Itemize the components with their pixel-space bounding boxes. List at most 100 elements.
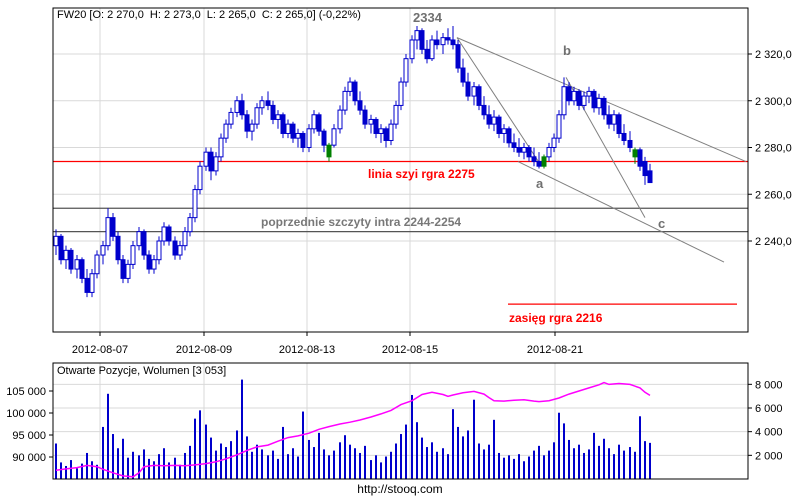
candle — [228, 111, 234, 125]
candle — [311, 114, 317, 130]
candle — [566, 86, 572, 102]
price-level-lines — [53, 160, 748, 305]
candle — [321, 130, 327, 146]
candles — [53, 25, 653, 298]
candle — [280, 114, 286, 134]
main-plot-frame — [52, 7, 749, 333]
open-interest-line — [55, 381, 651, 478]
candle — [94, 254, 100, 275]
candle — [526, 147, 532, 158]
candle — [486, 114, 492, 125]
svg-text:2012-08-15: 2012-08-15 — [382, 344, 438, 356]
svg-text:2012-08-07: 2012-08-07 — [72, 344, 128, 356]
candle — [516, 147, 522, 153]
svg-text:8 000: 8 000 — [755, 379, 783, 391]
wave-c-label: c — [658, 216, 666, 231]
candle — [203, 151, 209, 167]
wave-a-label: a — [536, 176, 544, 191]
candle — [429, 39, 435, 60]
candle — [120, 259, 126, 279]
svg-text:2012-08-13: 2012-08-13 — [279, 344, 335, 356]
candle — [455, 44, 461, 69]
gridlines — [53, 8, 748, 479]
wave-b-label: b — [563, 43, 571, 58]
candle — [393, 104, 399, 125]
candle — [58, 235, 64, 261]
candle — [637, 149, 643, 167]
lower-plot-frame — [52, 362, 749, 480]
peak-value-label: 2334 — [413, 10, 442, 25]
candle — [596, 97, 602, 109]
candle — [611, 114, 617, 125]
candle — [481, 104, 487, 116]
candle — [403, 58, 409, 83]
candle — [378, 128, 384, 134]
candle — [166, 226, 172, 242]
candle — [239, 100, 245, 116]
candle — [275, 114, 281, 120]
stooq-url-link[interactable]: http://stooq.com — [357, 482, 443, 496]
candle — [496, 116, 502, 134]
candle — [223, 123, 229, 139]
candle — [187, 217, 193, 233]
svg-text:2012-08-09: 2012-08-09 — [176, 344, 232, 356]
svg-text:2 240,0: 2 240,0 — [755, 236, 792, 248]
price-axis-labels: 2 320,0 2 300,0 2 280,0 2 260,0 2 240,0 — [748, 49, 792, 248]
candle — [110, 217, 116, 237]
candle — [285, 123, 291, 134]
candle — [259, 100, 265, 109]
trendlines — [456, 37, 747, 263]
neckline-annotation: linia szyi rgra 2275 — [368, 167, 475, 181]
candle — [591, 90, 597, 109]
candle — [197, 165, 203, 191]
candle — [74, 259, 80, 270]
candle — [300, 132, 306, 149]
candle — [125, 263, 131, 279]
candle — [445, 37, 451, 41]
candle — [234, 100, 240, 113]
candle — [521, 147, 527, 153]
candle — [434, 39, 440, 46]
candle — [265, 100, 271, 106]
date-axis-labels: 2012-08-07 2012-08-09 2012-08-13 2012-08-15… — [72, 332, 583, 356]
candle — [606, 114, 612, 125]
candle — [476, 86, 482, 106]
volume-bars — [55, 379, 651, 479]
candle — [373, 118, 379, 134]
candle — [115, 235, 121, 261]
candle — [182, 231, 188, 247]
candle — [571, 90, 577, 102]
candle — [89, 273, 95, 293]
candle — [409, 39, 415, 60]
candle — [161, 226, 167, 242]
svg-text:6 000: 6 000 — [755, 403, 783, 415]
svg-text:4 000: 4 000 — [755, 427, 783, 439]
open-interest-axis-labels: 105 000 100 000 95 000 90 000 — [6, 386, 53, 464]
candle — [616, 114, 622, 134]
candle — [601, 97, 607, 116]
candle — [295, 132, 301, 139]
candle — [151, 259, 157, 270]
candle — [581, 95, 587, 106]
candle — [192, 189, 198, 219]
candle — [511, 142, 517, 148]
svg-text:100 000: 100 000 — [6, 408, 46, 420]
svg-text:105 000: 105 000 — [6, 386, 46, 398]
candle — [244, 114, 250, 132]
candle — [156, 240, 162, 261]
quote-header: FW20 [O: 2 270,0 H: 2 273,0 L: 2 265,0 C… — [57, 9, 361, 21]
svg-text:2012-08-21: 2012-08-21 — [527, 344, 583, 356]
volume-axis-labels: 8 000 6 000 4 000 2 000 — [748, 379, 783, 462]
candle — [68, 249, 74, 270]
candle — [556, 114, 562, 139]
candle — [347, 81, 353, 92]
candle — [362, 109, 368, 125]
candle — [465, 81, 471, 97]
candle — [440, 37, 446, 46]
candle — [491, 116, 497, 125]
candle — [172, 240, 178, 256]
lower-panel-title: Otwarte Pozycje, Wolumen [3 053] — [57, 365, 227, 377]
candle — [249, 123, 255, 132]
candle — [414, 30, 420, 41]
